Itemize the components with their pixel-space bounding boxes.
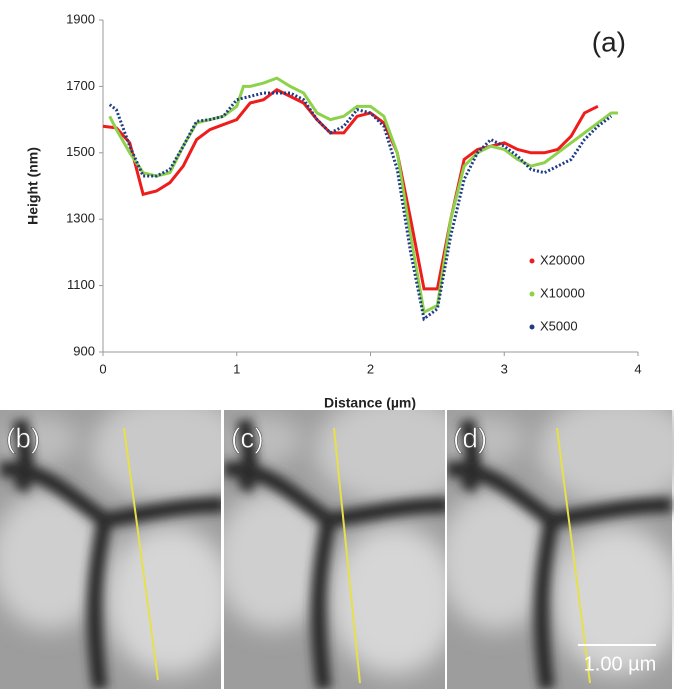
y-tick-label: 1100 xyxy=(67,277,95,292)
x-tick-label: 2 xyxy=(367,361,374,376)
legend-label: X10000 xyxy=(540,285,585,300)
x-axis-title: Distance (µm) xyxy=(324,395,416,411)
y-tick-label: 900 xyxy=(73,343,95,358)
legend-marker xyxy=(529,291,535,297)
image-panel xyxy=(214,395,474,689)
x-tick-label: 1 xyxy=(233,361,240,376)
y-tick-label: 1700 xyxy=(66,78,95,93)
scale-bar-label: 1.00 µm xyxy=(584,653,657,675)
image-panel xyxy=(437,395,674,689)
annotation: (a) xyxy=(592,26,626,57)
x-tick-label: 4 xyxy=(634,361,641,376)
series-line xyxy=(108,91,613,322)
y-tick-label: 1300 xyxy=(66,211,95,226)
panel-label: (b) xyxy=(6,422,40,453)
series-line xyxy=(102,87,599,291)
panel-label: (c) xyxy=(231,422,264,453)
image-panel xyxy=(0,395,250,689)
y-tick-label: 1500 xyxy=(66,144,95,159)
x-tick-label: 3 xyxy=(501,361,508,376)
legend-label: X20000 xyxy=(540,252,585,267)
y-tick-label: 1900 xyxy=(66,11,95,26)
legend-marker xyxy=(529,324,535,330)
panel-label: (d) xyxy=(453,422,487,453)
legend-label: X5000 xyxy=(540,318,578,333)
x-tick-label: 0 xyxy=(99,361,106,376)
y-axis-title: Height (nm) xyxy=(25,147,41,225)
legend-marker xyxy=(529,258,535,264)
